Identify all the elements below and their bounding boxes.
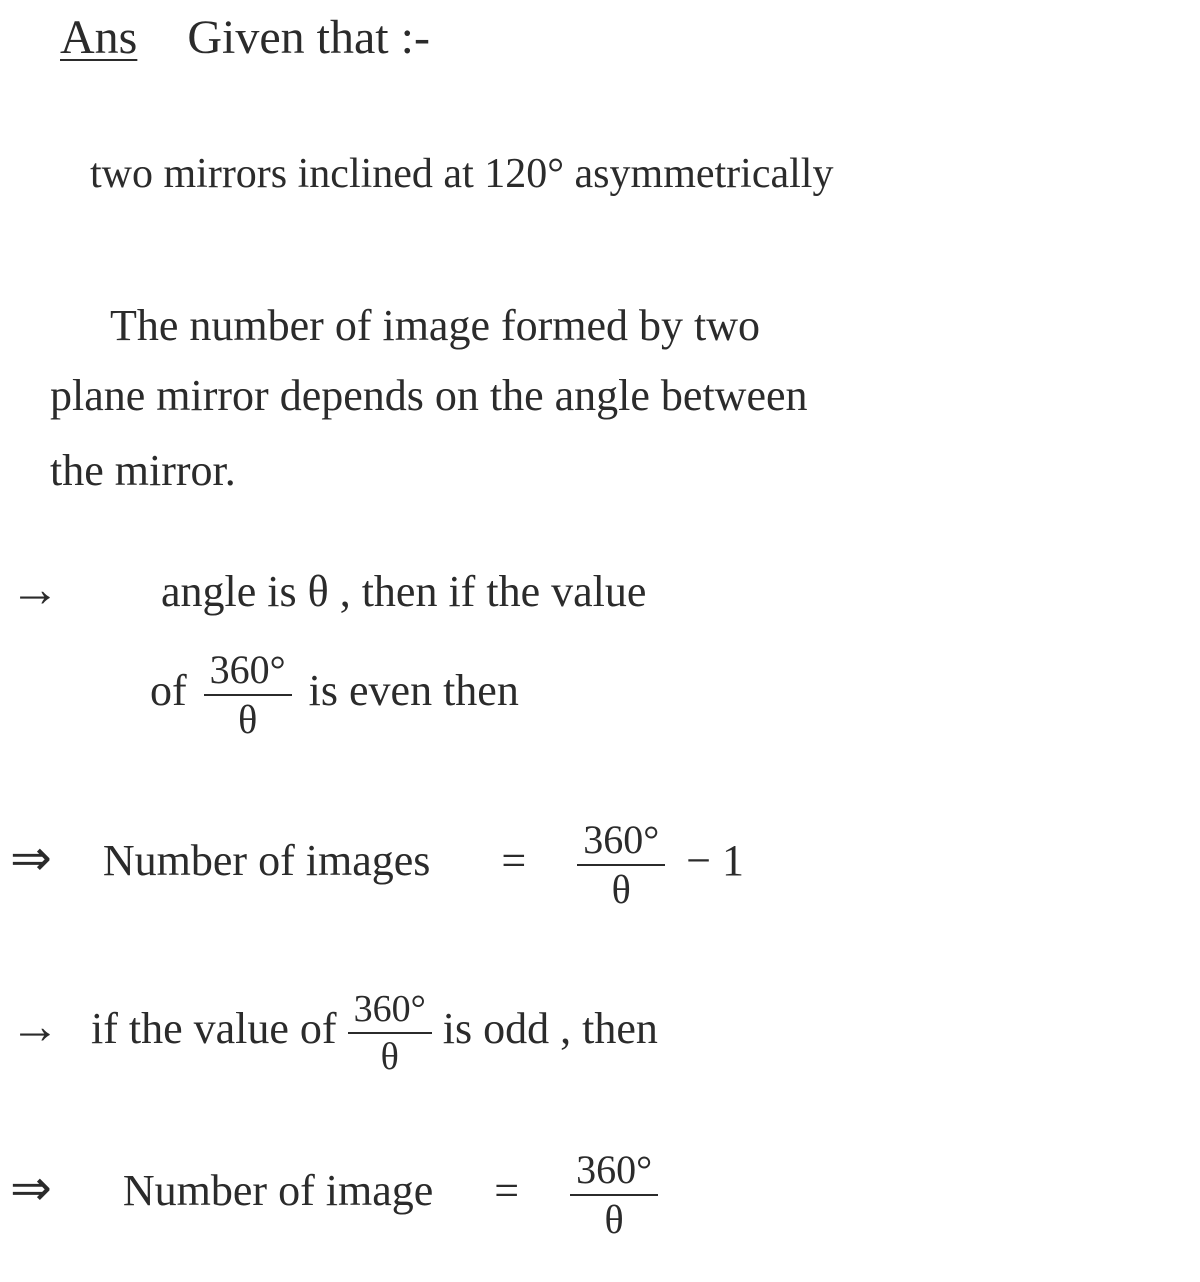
frac-den-2: θ: [577, 866, 665, 910]
line-2c: the mirror.: [50, 445, 236, 496]
fraction-360-theta-1: 360° θ: [204, 650, 292, 740]
line-2b-text: plane mirror depends on the angle betwee…: [50, 371, 808, 420]
rule-odd-post: is odd , then: [443, 1004, 658, 1053]
frac-num-4: 360°: [570, 1150, 658, 1196]
equals-sign: =: [501, 836, 526, 885]
formula-even-lhs: Number of images: [103, 836, 430, 885]
fraction-360-theta-4: 360° θ: [570, 1150, 658, 1240]
line-2b: plane mirror depends on the angle betwee…: [50, 370, 808, 421]
rule-odd-pre: if the value of: [91, 1004, 348, 1053]
line-2c-text: the mirror.: [50, 446, 236, 495]
line-2a: The number of image formed by two: [110, 300, 760, 351]
formula-odd-lhs: Number of image: [123, 1166, 433, 1215]
heading-row: Ans Given that :-: [60, 10, 430, 65]
arrow-icon-2: →: [10, 997, 60, 1055]
frac-den-4: θ: [570, 1196, 658, 1240]
heading-text: Given that :-: [187, 11, 430, 64]
line-1-text: two mirrors inclined at 120° asymmetrica…: [90, 151, 833, 197]
rule-even-post: is even then: [309, 666, 519, 715]
frac-den: θ: [204, 696, 292, 740]
double-arrow-icon-2: ⇒: [10, 1159, 52, 1217]
rule-odd-row: → if the value of 360° θ is odd , then: [10, 990, 658, 1076]
rule-even-text1: angle is θ , then if the value: [161, 567, 646, 616]
line-2a-text: The number of image formed by two: [110, 301, 760, 350]
minus-one: − 1: [686, 836, 744, 885]
formula-odd-row: ⇒ Number of image = 360° θ: [10, 1150, 658, 1240]
double-arrow-icon: ⇒: [10, 829, 52, 887]
rule-even-pre: of: [150, 666, 198, 715]
frac-den-3: θ: [348, 1034, 432, 1076]
line-1: two mirrors inclined at 120° asymmetrica…: [90, 150, 833, 198]
frac-num-2: 360°: [577, 820, 665, 866]
fraction-360-theta-3: 360° θ: [348, 990, 432, 1076]
frac-num-3: 360°: [348, 990, 432, 1034]
formula-even-row: ⇒ Number of images = 360° θ − 1: [10, 820, 744, 910]
equals-sign-2: =: [494, 1166, 519, 1215]
rule-even-row2: of 360° θ is even then: [150, 650, 519, 740]
frac-num: 360°: [204, 650, 292, 696]
rule-even-row1: → angle is θ , then if the value: [10, 560, 646, 618]
fraction-360-theta-2: 360° θ: [577, 820, 665, 910]
arrow-icon: →: [10, 560, 60, 618]
ans-label: Ans: [60, 11, 137, 64]
